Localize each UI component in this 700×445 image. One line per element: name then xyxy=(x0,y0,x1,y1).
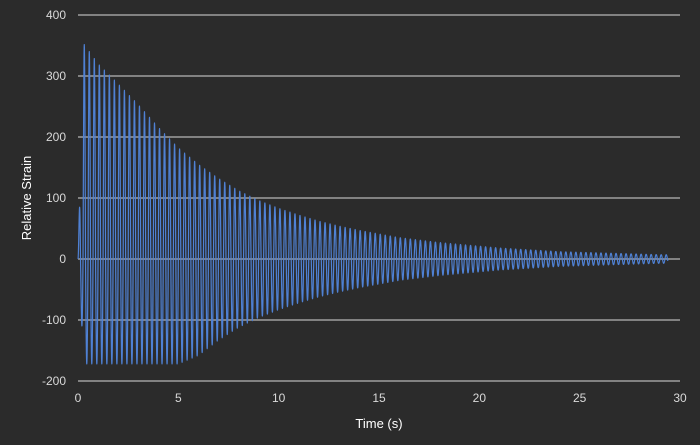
y-tick-label: 0 xyxy=(59,252,66,266)
y-tick-labels: -200 -100 0 100 200 300 400 xyxy=(42,8,66,388)
x-tick-label: 30 xyxy=(673,391,687,405)
x-tick-label: 15 xyxy=(372,391,386,405)
x-tick-label: 10 xyxy=(272,391,286,405)
y-tick-label: 100 xyxy=(46,191,66,205)
y-tick-label: -200 xyxy=(42,374,66,388)
x-tick-label: 5 xyxy=(175,391,182,405)
x-tick-labels: 0 5 10 15 20 25 30 xyxy=(75,391,687,405)
x-tick-label: 20 xyxy=(473,391,487,405)
x-tick-label: 25 xyxy=(573,391,587,405)
x-axis-title: Time (s) xyxy=(355,416,402,431)
y-tick-label: 300 xyxy=(46,69,66,83)
y-tick-label: 400 xyxy=(46,8,66,22)
y-axis-title: Relative Strain xyxy=(19,156,34,241)
y-tick-label: 200 xyxy=(46,130,66,144)
x-tick-label: 0 xyxy=(75,391,82,405)
y-tick-label: -100 xyxy=(42,313,66,327)
series-line-relative-strain xyxy=(77,44,669,365)
